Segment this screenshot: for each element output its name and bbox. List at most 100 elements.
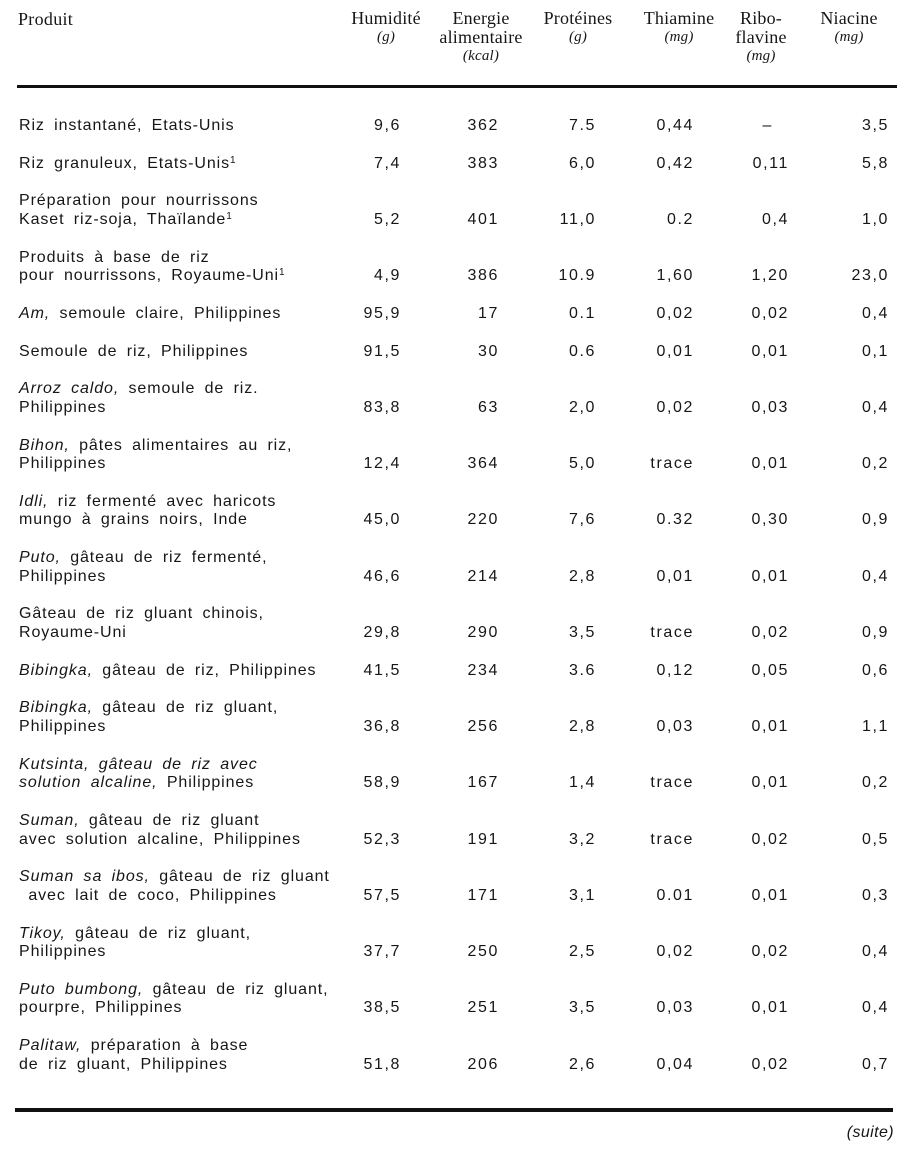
product-line: Suman sa ibos, gâteau de riz gluant <box>19 868 340 887</box>
table-row: Bihon, pâtes alimentaires au riz, Philip… <box>0 437 920 493</box>
energie-value: 234 <box>467 661 499 679</box>
humidite-value: 29,8 <box>363 624 401 642</box>
niacine-value: 0,4 <box>861 398 889 416</box>
table-row: Bibingka, gâteau de riz, Philippines 41,… <box>0 662 920 700</box>
product-cell: Am, semoule claire, Philippines <box>0 305 340 343</box>
energie-value: 63 <box>478 398 499 416</box>
energie-value: 171 <box>467 886 499 904</box>
product-name-regular: de riz gluant, Philippines <box>19 1055 228 1073</box>
proteines-value: 2,5 <box>568 943 596 961</box>
humidite-value: 95,9 <box>363 304 401 322</box>
table-row: Riz granuleux, Etats-Unis1 7,4 383 6,0 0… <box>0 155 920 193</box>
product-cell: Produits à base de riz pour nourrissons,… <box>0 249 340 305</box>
energie-value: 206 <box>467 1055 499 1073</box>
table-row: Produits à base de riz pour nourrissons,… <box>0 249 920 305</box>
product-line: Bihon, pâtes alimentaires au riz, <box>19 437 340 456</box>
column-header-unit: (kcal) <box>462 48 500 64</box>
product-name-regular: Royaume-Uni <box>19 624 127 642</box>
thiamine-value: 0,42 <box>656 154 694 172</box>
product-name-regular: préparation à base <box>81 1037 249 1055</box>
product-name-regular: riz fermenté avec haricots <box>48 492 277 510</box>
niacine-value: 0,9 <box>861 511 889 529</box>
product-name-regular: avec lait de coco, Philippines <box>19 886 277 904</box>
continued-label: (suite) <box>846 1124 894 1141</box>
proteines-value: 2,6 <box>568 1055 596 1073</box>
table-header: Produit Humidité (g) Energie alimentaire … <box>0 0 920 85</box>
column-header-unit: (g) <box>568 29 588 45</box>
energie-value: 290 <box>467 624 499 642</box>
thiamine-value: trace <box>650 774 694 792</box>
energie-value: 220 <box>467 511 499 529</box>
humidite-value: 12,4 <box>363 455 401 473</box>
footnote-marker: 1 <box>278 267 285 279</box>
product-name-italic: Tikoy, <box>19 924 66 942</box>
product-line: Préparation pour nourrissons <box>19 192 340 211</box>
column-header: Energie alimentaire (kcal) <box>406 9 556 66</box>
product-line: Philippines <box>19 568 340 587</box>
proteines-value: 2,8 <box>568 567 596 585</box>
riboflavine-value: 0,01 <box>751 886 789 904</box>
table-row: Arroz caldo, semoule de riz. Philippines… <box>0 380 920 436</box>
proteines-value: 3,5 <box>568 624 596 642</box>
product-name-regular: gâteau de riz gluant, <box>65 924 251 942</box>
niacine-value: 0,4 <box>861 304 889 322</box>
humidite-value: 41,5 <box>363 661 401 679</box>
product-line: Kutsinta, gâteau de riz avec <box>19 756 340 775</box>
product-line: de riz gluant, Philippines <box>19 1056 340 1075</box>
product-name-regular: pâtes alimentaires au riz, <box>69 436 293 454</box>
product-name-italic: Suman sa ibos, <box>19 868 150 886</box>
product-line: Idli, riz fermenté avec haricots <box>19 493 340 512</box>
product-line: Arroz caldo, semoule de riz. <box>19 380 340 399</box>
niacine-value: 0,6 <box>861 661 889 679</box>
thiamine-value: 0,03 <box>656 999 694 1017</box>
product-line: Riz granuleux, Etats-Unis1 <box>19 155 340 174</box>
header-rule <box>17 85 897 88</box>
humidite-value: 46,6 <box>363 567 401 585</box>
humidite-value: 51,8 <box>363 1055 401 1073</box>
product-name-regular: Philippines <box>19 943 107 961</box>
product-name-italic: Palitaw, <box>19 1037 82 1055</box>
product-name-regular: Riz granuleux, Etats-Unis <box>19 154 231 172</box>
humidite-value: 38,5 <box>363 999 401 1017</box>
energie-value: 17 <box>478 304 499 322</box>
column-header-line: Protéines <box>543 8 613 28</box>
riboflavine-value: 0,01 <box>751 718 789 735</box>
product-cell: Semoule de riz, Philippines <box>0 343 340 381</box>
column-header-line: alimentaire <box>439 27 523 47</box>
product-cell: Riz instantané, Etats-Unis <box>0 117 340 155</box>
column-header: Protéines (g) <box>503 9 653 47</box>
riboflavine-value: 1,20 <box>751 267 789 285</box>
product-line: Philippines <box>19 718 340 737</box>
product-name-regular: Préparation pour nourrissons <box>19 192 259 210</box>
table-row: Idli, riz fermenté avec haricots mungo à… <box>0 493 920 549</box>
thiamine-value: 0.2 <box>666 210 694 228</box>
thiamine-value: 1,60 <box>656 267 694 285</box>
product-name-regular: gâteau de riz fermenté, <box>60 549 268 567</box>
riboflavine-value: 0,02 <box>751 943 789 961</box>
product-line: pour nourrissons, Royaume-Uni1 <box>19 267 340 286</box>
proteines-value: 3,5 <box>568 999 596 1017</box>
thiamine-value: 0,01 <box>656 567 694 585</box>
niacine-value: 3,5 <box>861 117 889 134</box>
product-name-regular: Philippines <box>19 718 107 735</box>
humidite-value: 5,2 <box>373 210 401 228</box>
column-header-unit: (mg) <box>746 48 776 64</box>
table-row: Gâteau de riz gluant chinois, Royaume-Un… <box>0 605 920 661</box>
footnote-marker: 1 <box>230 154 236 166</box>
product-cell: Idli, riz fermenté avec haricots mungo à… <box>0 493 340 549</box>
product-line: Royaume-Uni <box>19 624 340 643</box>
table-row: Am, semoule claire, Philippines 95,9 17 … <box>0 305 920 343</box>
riboflavine-value: 0,4 <box>761 210 789 228</box>
column-header-line: Ribo- <box>739 8 782 28</box>
humidite-value: 36,8 <box>363 718 401 735</box>
riboflavine-value: 0,11 <box>752 154 789 172</box>
niacine-value: 0,2 <box>861 774 889 792</box>
thiamine-value: 0,03 <box>656 718 694 735</box>
product-line: Philippines <box>19 455 340 474</box>
product-cell: Puto bumbong, gâteau de riz gluant, pour… <box>0 981 340 1037</box>
energie-value: 362 <box>467 117 499 134</box>
thiamine-value: 0,01 <box>656 342 694 360</box>
proteines-value: 5,0 <box>568 455 596 473</box>
product-name-regular: Riz instantané, Etats-Unis <box>19 117 235 134</box>
product-name-regular: avec solution alcaline, Philippines <box>19 830 301 848</box>
